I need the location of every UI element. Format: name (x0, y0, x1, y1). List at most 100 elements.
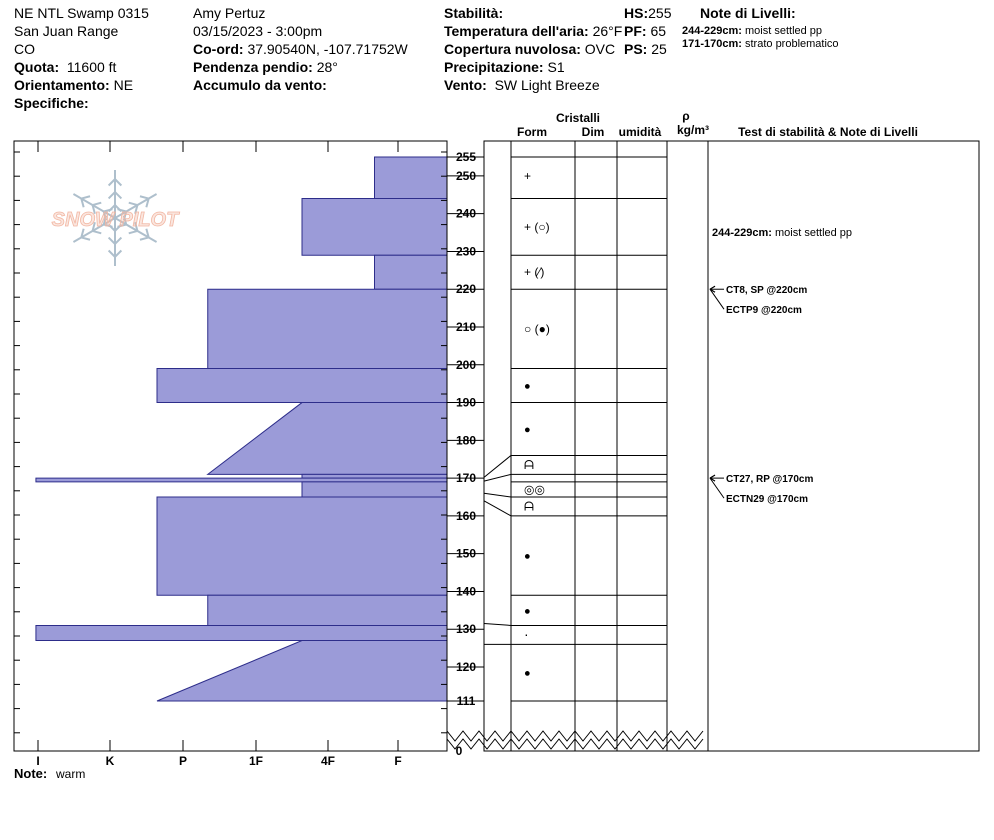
stability-tests: CT27, RP @170cm ECTN29 @170cm CT8, SP @220… (709, 285, 813, 505)
hardness-axis-ticks (14, 151, 447, 734)
observer-info: Amy Pertuz 03/15/2023 - 3:00pm Co-ord: 3… (193, 4, 408, 94)
grain-form-symbol: · (524, 626, 529, 642)
depth-tick-label: 180 (456, 433, 476, 447)
flake-branch (92, 229, 102, 235)
layer-note-2: 171-170cm: strato problematico (682, 38, 839, 50)
hardness-label: P (179, 754, 187, 768)
flake-branch (81, 195, 91, 200)
sky-cover: Copertura nuvolosa: OVC (444, 41, 616, 57)
note-label: Note: (14, 766, 47, 781)
depth-tick-label: 220 (456, 282, 476, 296)
grain-form-symbol: ● (524, 381, 531, 393)
layer-note-1: 244-229cm: moist settled pp (682, 25, 823, 37)
stability: Stabilità: (444, 5, 504, 21)
note-value: warm (55, 767, 85, 781)
depth-zero-label: 0 (456, 744, 463, 758)
arrow-head-icon (709, 285, 716, 293)
foot-penetration: PF: 65 (624, 23, 667, 39)
precipitation: Precipitazione: S1 (444, 59, 565, 75)
hardness-label: 4F (321, 754, 335, 768)
depth-tick-label: 140 (456, 584, 476, 598)
depth-info: HS:255 PF: 65 PS: 25 (624, 4, 671, 58)
observation-datetime: 03/15/2023 - 3:00pm (193, 23, 323, 39)
boundary-connector (483, 473, 512, 482)
hardness-label: K (106, 754, 115, 768)
boundary-connector (483, 455, 512, 478)
depth-break-zigzag (446, 729, 704, 750)
flake-branch (114, 236, 123, 245)
hardness-layer (35, 624, 448, 642)
flake-branch (91, 204, 96, 214)
hardness-layer (156, 496, 448, 596)
site-specifics: Specifiche: (14, 95, 89, 111)
zigzag-line (446, 737, 704, 750)
flake-branch (80, 228, 85, 238)
conditions-info: Stabilità: Temperatura dell'aria: 26°F C… (444, 4, 622, 94)
site-aspect: Orientamento: NE (14, 77, 134, 93)
flake-branch (128, 201, 138, 207)
flake-branch (117, 223, 127, 228)
size-header: Dim (582, 125, 605, 139)
slope-angle: Pendenza pendio: 28° (193, 59, 338, 75)
stability-test-label: CT27, RP @170cm (726, 474, 813, 485)
hardness-profile (35, 156, 448, 702)
flake-branch (102, 211, 108, 221)
flake-branch (114, 191, 123, 200)
stability-test-label: ECTP9 @220cm (726, 305, 802, 316)
layer-comment-text: moist settled pp (775, 227, 852, 239)
hardness-layer (206, 402, 448, 475)
hardness-axis-labels: I K P 1F 4F F (36, 141, 402, 768)
depth-tick-label: 170 (456, 471, 476, 485)
depth-axis: 255 250 240 230 220 210 200 190 180 170 160 150 140 1… (446, 141, 484, 758)
boundary-connector (483, 492, 512, 498)
flake-branch (145, 198, 150, 208)
zigzag-line (446, 729, 704, 742)
hardness-layer (35, 477, 448, 483)
depth-tick-label: 240 (456, 207, 476, 221)
depth-tick-label: 130 (456, 622, 476, 636)
flake-branch (80, 198, 85, 208)
depth-tick-label: 230 (456, 244, 476, 258)
flake-branch (91, 222, 96, 232)
crystals-header: Cristalli (556, 111, 600, 125)
layer-comment-range: 244-229cm: (712, 227, 772, 239)
form-header: Form (517, 125, 547, 139)
flake-branch (107, 191, 116, 200)
test-arrow (709, 288, 725, 310)
site-range: San Juan Range (14, 23, 119, 39)
hardness-layer (156, 368, 448, 404)
grain-form-symbol: ◎◎ (524, 482, 545, 496)
flake-branch (117, 208, 127, 213)
layer-comment: 244-229cm: moist settled pp (712, 227, 852, 239)
grain-form-symbol: ᗩ (524, 499, 534, 513)
grain-form-symbol: ● (524, 668, 531, 680)
layer-boundaries (483, 156, 667, 702)
depth-tick-label: 210 (456, 320, 476, 334)
grain-form-symbol: + (524, 169, 531, 183)
flake-branch (103, 208, 113, 213)
flake-branch (122, 215, 128, 225)
hardness-layer (301, 473, 448, 479)
hardness-label: F (394, 754, 401, 768)
depth-tick-label: 120 (456, 660, 476, 674)
air-temperature: Temperatura dell'aria: 26°F (444, 23, 623, 39)
test-arrow (709, 477, 725, 499)
snowflake-icon (72, 170, 158, 266)
grain-form-symbol: ᗩ (524, 458, 534, 472)
hardness-layer (374, 156, 448, 200)
flake-branch (134, 204, 139, 214)
grain-form-symbol: ● (524, 424, 531, 436)
flake-branch (92, 201, 102, 207)
boundary-connector (483, 500, 512, 517)
flake-branch (145, 228, 150, 238)
depth-tick-label: 160 (456, 509, 476, 523)
hardness-layer (301, 198, 448, 256)
flake-branch (114, 249, 123, 258)
flake-arm (72, 193, 158, 243)
hardness-layer (374, 254, 448, 290)
flake-branch (139, 236, 149, 241)
rho-header: ρ (682, 109, 689, 123)
stability-test-label: ECTN29 @170cm (726, 494, 808, 505)
observer-coord: Co-ord: 37.90540N, -107.71752W (193, 41, 408, 57)
hardness-layer (156, 640, 448, 702)
